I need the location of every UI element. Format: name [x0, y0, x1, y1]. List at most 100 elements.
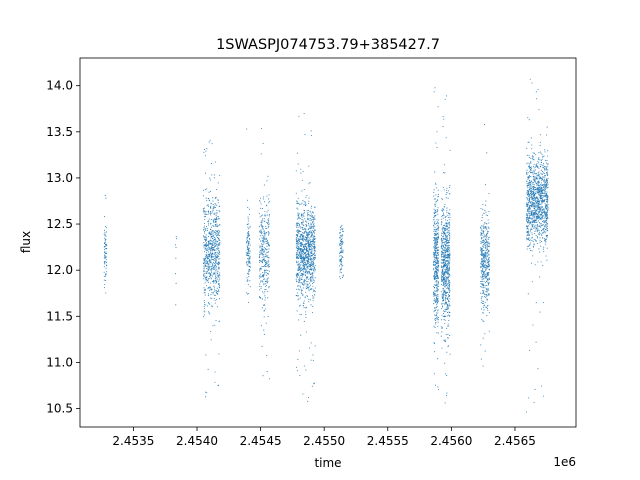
data-point [447, 283, 449, 285]
data-point [214, 271, 216, 273]
data-point [441, 241, 443, 243]
data-point [538, 200, 540, 203]
data-point [433, 253, 435, 255]
data-point [248, 240, 250, 243]
data-point [203, 211, 205, 213]
data-point [309, 273, 311, 275]
data-point [527, 293, 529, 295]
data-point [219, 174, 221, 176]
data-point [246, 236, 248, 238]
data-point [303, 204, 305, 206]
data-point [219, 258, 221, 260]
data-point [441, 314, 443, 316]
data-point [485, 211, 487, 213]
data-point [437, 189, 439, 191]
data-point [446, 225, 448, 227]
data-point [207, 257, 210, 259]
data-point [532, 220, 534, 222]
data-point [302, 260, 305, 262]
data-point [103, 233, 105, 235]
data-point [310, 269, 312, 271]
data-point [482, 245, 484, 247]
data-point [215, 320, 217, 322]
data-point [310, 263, 312, 265]
data-point [305, 237, 307, 239]
data-point [204, 215, 207, 217]
data-point [265, 262, 267, 264]
data-point [341, 241, 343, 243]
data-point [447, 271, 449, 273]
data-point [434, 248, 436, 250]
data-point [342, 228, 344, 230]
data-point [433, 232, 435, 234]
data-point [535, 213, 537, 215]
data-point [529, 231, 531, 233]
data-point [213, 239, 215, 241]
data-point [446, 229, 448, 231]
data-point [207, 282, 209, 284]
data-point [536, 228, 538, 230]
data-point [445, 264, 448, 266]
data-point [535, 206, 537, 208]
data-point [434, 213, 436, 215]
data-point [540, 203, 542, 205]
data-point [484, 261, 486, 263]
data-point [298, 115, 300, 117]
data-point [208, 253, 210, 255]
data-point [447, 242, 449, 244]
data-point [532, 222, 534, 224]
data-point [445, 283, 447, 285]
data-point [441, 331, 443, 333]
data-point [481, 265, 483, 267]
data-point [203, 251, 205, 253]
data-point [218, 229, 220, 231]
data-point [305, 236, 307, 238]
data-point [481, 250, 484, 252]
data-point [213, 243, 215, 245]
data-point [536, 190, 538, 192]
data-point [305, 269, 307, 271]
data-point [546, 181, 548, 183]
data-point [211, 288, 213, 290]
data-point [528, 166, 530, 168]
data-point [206, 230, 209, 232]
data-point [267, 264, 269, 266]
data-point [298, 243, 300, 245]
data-point [532, 183, 534, 186]
data-point [537, 368, 539, 370]
data-point [261, 257, 263, 259]
data-point [264, 233, 266, 235]
data-point [208, 256, 210, 258]
data-point [438, 317, 440, 319]
data-point [446, 238, 449, 240]
data-point [483, 258, 485, 260]
data-point [106, 248, 108, 250]
data-point [207, 305, 209, 307]
data-point [302, 264, 304, 266]
data-point [433, 295, 435, 297]
data-point [436, 200, 438, 202]
data-point [546, 172, 548, 174]
data-point [208, 222, 210, 224]
data-point [203, 148, 205, 150]
data-point [436, 260, 438, 262]
data-point [311, 245, 313, 247]
data-point [449, 298, 451, 300]
data-point [302, 255, 305, 257]
data-point [267, 290, 269, 292]
data-point [445, 260, 447, 262]
data-point [436, 294, 438, 296]
data-point [526, 204, 529, 206]
data-point [210, 282, 212, 284]
data-point [215, 261, 217, 263]
data-point [546, 259, 548, 261]
data-point [434, 283, 436, 286]
data-point [205, 250, 207, 252]
data-point [218, 251, 221, 253]
data-point [265, 241, 267, 243]
data-point [215, 282, 217, 284]
data-point [260, 260, 262, 262]
data-point [259, 253, 262, 255]
data-point [210, 235, 212, 237]
data-point [544, 151, 546, 153]
